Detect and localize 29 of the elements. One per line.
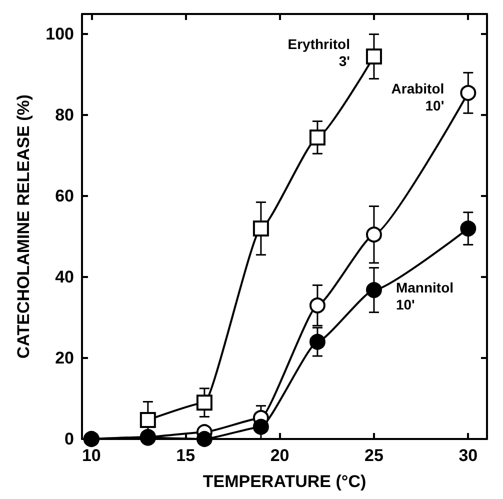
- point: [140, 412, 156, 428]
- series-label: Arabitol 10': [391, 80, 444, 114]
- point: [366, 226, 382, 243]
- point: [196, 394, 212, 411]
- y-axis-title: CATECHOLAMINE RELEASE (%): [14, 94, 33, 359]
- x-tick-label: 30: [458, 446, 478, 465]
- point: [252, 418, 269, 435]
- series-label: Mannitol 10': [396, 280, 454, 313]
- point: [366, 48, 382, 64]
- y-tick-label: 60: [55, 186, 74, 206]
- x-tick-label: 20: [270, 446, 290, 465]
- y-tick-label: 20: [55, 348, 74, 368]
- x-tick-label: 10: [82, 446, 101, 465]
- y-tick-label: 80: [55, 106, 74, 125]
- x-tick-label: 25: [364, 446, 384, 465]
- x-axis-title: TEMPERATURE (°C): [202, 472, 366, 491]
- point: [309, 129, 326, 146]
- y-tick-label: 0: [64, 430, 74, 448]
- point: [196, 431, 212, 447]
- point: [460, 84, 476, 101]
- x-tick-label: 15: [176, 446, 196, 465]
- point: [460, 220, 476, 237]
- point: [309, 334, 326, 350]
- point: [366, 282, 382, 298]
- y-tick-label: 100: [46, 24, 74, 44]
- y-tick-label: 40: [55, 268, 74, 287]
- point: [309, 297, 326, 314]
- legend-label: Erythritol 3': [288, 36, 350, 69]
- point: [252, 220, 269, 237]
